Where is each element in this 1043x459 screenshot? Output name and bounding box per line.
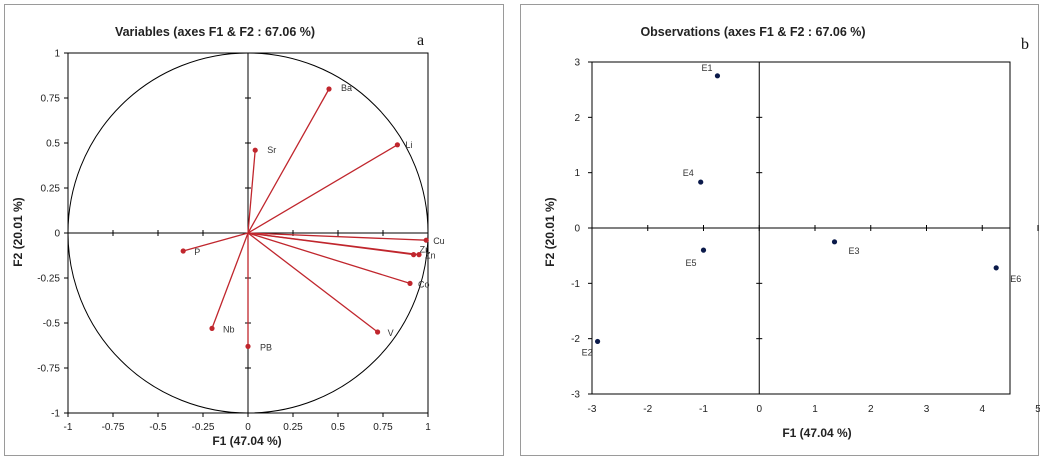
x-axis-tick-label: -0.25 <box>192 422 215 433</box>
variable-point-p <box>180 248 186 254</box>
y-axis-tick-label: 0.5 <box>46 139 60 150</box>
x-axis-tick-label: -0.75 <box>102 422 125 433</box>
panel-letter: a <box>417 32 424 49</box>
variable-label-p: P <box>194 247 200 257</box>
x-axis-tick-label: 0 <box>756 404 762 415</box>
variable-label-zr: Zr <box>420 245 429 255</box>
x-axis-tick-label: 3 <box>924 404 930 415</box>
variable-point-zr <box>411 252 417 258</box>
x-axis-tick-label: 1 <box>425 422 431 433</box>
y-axis-title: F2 (20.01 %) <box>543 197 557 266</box>
y-axis-tick-label: 0.75 <box>41 94 61 105</box>
y-axis-tick-label: -0.5 <box>43 319 61 330</box>
observations-chart: Observations (axes F1 & F2 : 67.06 %) b … <box>543 25 1040 440</box>
observation-label-e3: E3 <box>849 246 860 256</box>
loading-vector-cu <box>247 232 427 241</box>
variable-point-co <box>407 280 413 286</box>
y-axis-title: F2 (20.01 %) <box>11 197 25 266</box>
observations-chart-panel: Observations (axes F1 & F2 : 67.06 %) b … <box>520 4 1040 456</box>
variable-point-v <box>375 329 381 335</box>
observation-point-e4 <box>698 179 704 185</box>
observation-label-e1: E1 <box>701 63 712 73</box>
variable-point-ba <box>326 86 332 92</box>
observation-point-e6 <box>993 265 999 271</box>
y-axis-tick-label: 3 <box>574 58 580 69</box>
loading-vector-v <box>247 232 378 333</box>
loading-vector-sr <box>247 150 256 234</box>
x-axis-tick-label: 1 <box>812 404 818 415</box>
loading-vector-li <box>247 144 398 234</box>
loading-vector-co <box>247 232 411 285</box>
y-axis-tick-label: -3 <box>571 390 580 401</box>
observation-point-e2 <box>594 338 601 345</box>
y-axis-tick-label: -0.75 <box>37 364 60 375</box>
panel-letter: b <box>1021 36 1029 53</box>
x-axis-tick-label: 0.5 <box>331 422 345 433</box>
variable-label-sr: Sr <box>267 145 276 155</box>
loading-vector-nb <box>211 232 249 329</box>
loading-vector-p <box>183 232 249 252</box>
x-axis-tick-label: -1 <box>699 404 708 415</box>
y-axis-tick-label: -2 <box>571 334 580 345</box>
variable-label-ba: Ba <box>341 83 352 93</box>
x-axis-tick-label: 2 <box>868 404 874 415</box>
observation-point-e3 <box>831 239 838 245</box>
x-axis-tick-label: 0 <box>245 422 251 433</box>
observation-label-e2: E2 <box>582 347 593 357</box>
y-axis-tick-label: -1 <box>51 409 60 420</box>
y-axis-tick-label: 0.25 <box>41 184 61 195</box>
variable-label-v: V <box>388 328 394 338</box>
y-axis-tick-label: 1 <box>54 49 60 60</box>
variable-label-nb: Nb <box>223 324 235 334</box>
x-axis-tick-label: 0.75 <box>373 422 393 433</box>
variable-label-zn: Zn <box>425 251 436 261</box>
observation-point-e1 <box>714 73 721 79</box>
x-axis-tick-label: 0.25 <box>283 422 303 433</box>
variable-label-li: Li <box>405 140 412 150</box>
x-axis-title: F1 (47.04 %) <box>212 434 281 448</box>
variable-point-cu <box>423 237 429 243</box>
variables-chart: Variables (axes F1 & F2 : 67.06 %) a F1 … <box>11 25 445 448</box>
variable-point-pb <box>245 343 251 349</box>
y-axis-tick-label: 1 <box>574 168 580 179</box>
x-axis-tick-label: -1 <box>64 422 73 433</box>
y-axis-tick-label: -0.25 <box>37 274 60 285</box>
observation-point-e5 <box>700 247 707 253</box>
variable-point-sr <box>252 147 258 153</box>
y-axis-tick-label: 0 <box>574 224 580 235</box>
y-axis-tick-label: 0 <box>54 229 60 240</box>
observation-label-e4: E4 <box>683 168 694 178</box>
x-axis-tick-label: 5 <box>1035 404 1040 415</box>
variable-label-co: Co <box>418 279 430 289</box>
y-axis-tick-label: 2 <box>574 113 580 124</box>
variable-point-li <box>394 142 400 148</box>
x-axis-tick-label: -3 <box>588 404 597 415</box>
x-axis-tick-label: -2 <box>643 404 652 415</box>
y-axis-tick-label: -1 <box>571 279 580 290</box>
chart-title: Observations (axes F1 & F2 : 67.06 %) <box>640 25 865 39</box>
observation-label-e5: E5 <box>686 258 697 268</box>
variable-point-zn <box>416 252 422 258</box>
observation-label-e6: E6 <box>1010 274 1021 284</box>
x-axis-title: F1 (47.04 %) <box>782 426 851 440</box>
x-axis-tick-label: 4 <box>979 404 985 415</box>
variable-label-pb: PB <box>260 342 272 352</box>
variable-point-nb <box>209 325 215 331</box>
variables-chart-panel: Variables (axes F1 & F2 : 67.06 %) a F1 … <box>4 4 504 456</box>
loading-vector-zr <box>247 232 414 256</box>
loading-vector-ba <box>247 88 330 234</box>
x-axis-tick-label: -0.5 <box>149 422 167 433</box>
variable-label-cu: Cu <box>433 236 445 246</box>
chart-title: Variables (axes F1 & F2 : 67.06 %) <box>115 25 315 39</box>
